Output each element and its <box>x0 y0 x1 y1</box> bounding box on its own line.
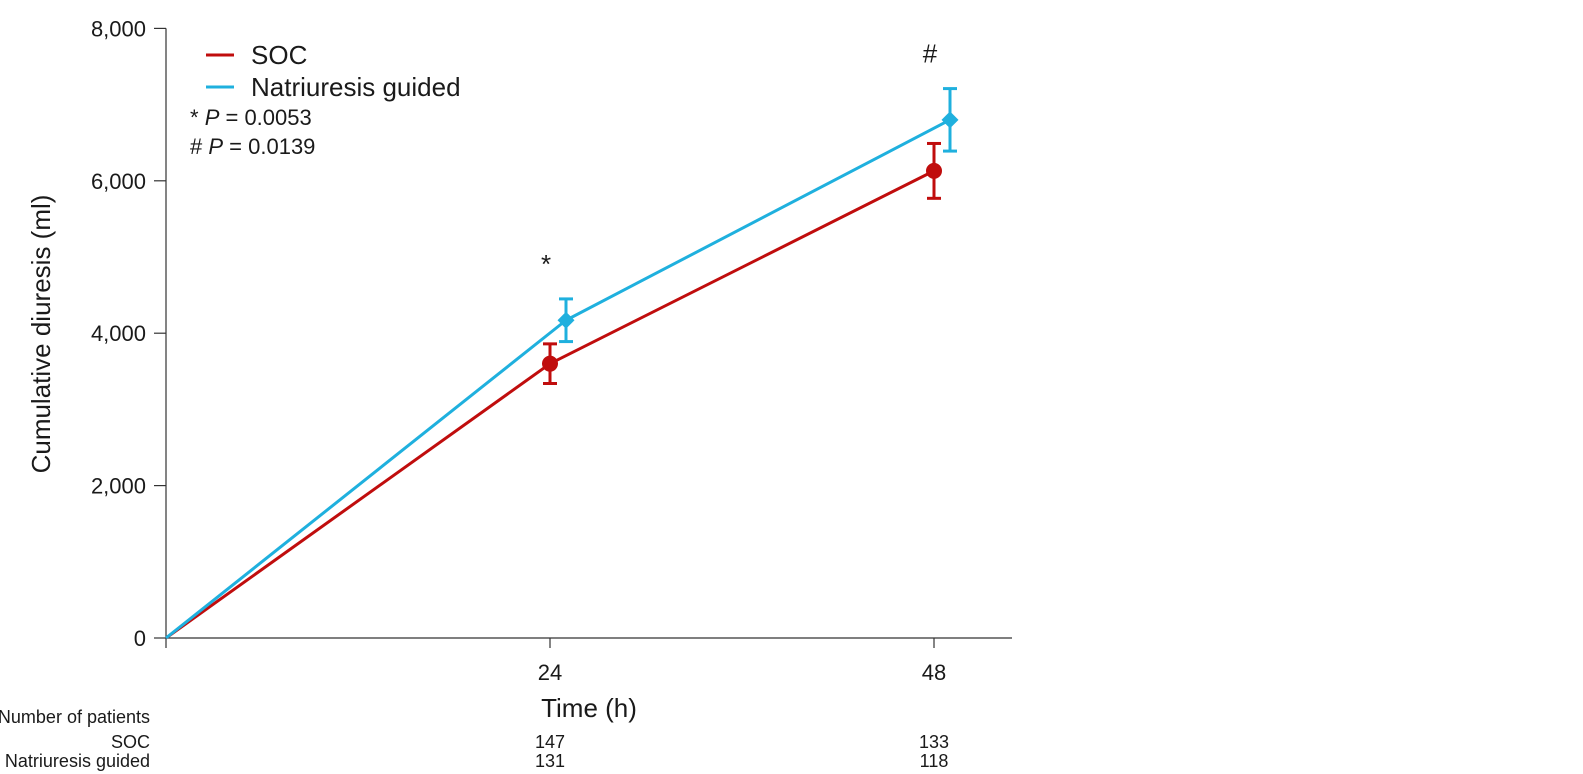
p-value-note: # P = 0.0139 <box>190 134 315 159</box>
series-layer: *# <box>165 39 959 640</box>
x-tick-label: 24 <box>538 660 562 685</box>
x-tick-label: 48 <box>922 660 946 685</box>
y-tick-label: 2,000 <box>91 474 146 499</box>
significance-marker: # <box>923 39 938 69</box>
data-point <box>542 355 558 372</box>
data-point <box>926 162 942 179</box>
p-value-value: = 0.0053 <box>219 105 311 130</box>
patients-row-label: Natriuresis guided <box>5 751 150 771</box>
patients-table: Number of patients SOC 147 133 Natriuresis g… <box>0 707 949 771</box>
patients-count: 118 <box>920 751 949 771</box>
y-tick-label: 6,000 <box>91 169 146 194</box>
p-value-p: P <box>205 105 220 130</box>
series-line-1 <box>165 118 951 640</box>
legend-label: Natriuresis guided <box>251 72 461 102</box>
p-value-symbol: # <box>190 134 208 159</box>
y-tick-label: 4,000 <box>91 321 146 346</box>
y-axis-title: Cumulative diuresis (ml) <box>26 195 56 474</box>
patients-count: 131 <box>535 751 565 771</box>
data-point <box>557 311 575 329</box>
y-tick-label: 8,000 <box>91 16 146 41</box>
axes: 0 2,000 4,000 6,000 8,000 24 48 Time (h) Cumulat… <box>26 16 1012 723</box>
patients-count: 147 <box>535 732 565 752</box>
p-value-note: * P = 0.0053 <box>190 105 312 130</box>
series-line-0 <box>165 169 935 640</box>
patients-count: 133 <box>919 732 949 752</box>
p-value-value: = 0.0139 <box>223 134 315 159</box>
data-point <box>941 111 959 129</box>
legend-label: SOC <box>251 40 307 70</box>
p-value-p: P <box>208 134 223 159</box>
x-axis-title: Time (h) <box>541 693 637 723</box>
p-value-symbol: * <box>190 105 205 130</box>
patients-row-label: SOC <box>111 732 150 752</box>
y-tick-label: 0 <box>134 626 146 651</box>
patients-title: Number of patients <box>0 707 150 727</box>
significance-marker: * <box>541 249 551 279</box>
